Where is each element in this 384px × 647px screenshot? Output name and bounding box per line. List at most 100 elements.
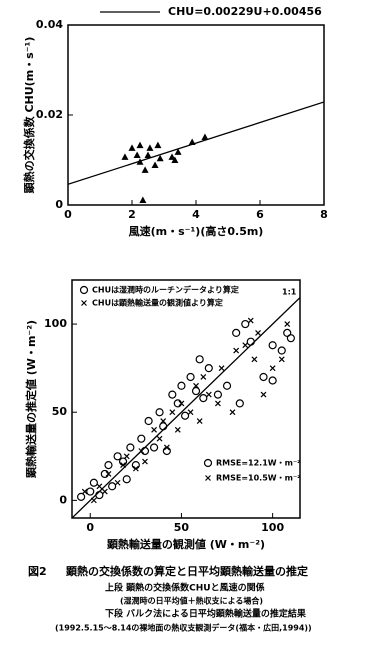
point	[174, 148, 182, 155]
point	[144, 151, 152, 159]
point	[229, 409, 236, 416]
y-axis-label: 顕熱の交換係数 CHU(m・s⁻¹)	[22, 37, 36, 194]
point	[260, 391, 267, 398]
point	[173, 399, 182, 408]
point	[251, 356, 258, 363]
point	[201, 133, 209, 141]
y-tick-label: 0	[59, 493, 67, 506]
caption-line: 上段 顕熱の交換係数CHUと風速の関係	[105, 582, 265, 594]
legend-marker	[79, 285, 89, 295]
figure-number: 図2	[28, 564, 47, 578]
point	[268, 341, 277, 350]
point	[186, 372, 195, 382]
point	[151, 426, 158, 433]
y-tick-label: 0.02	[36, 108, 63, 121]
legend-label: CHUは湿潤時のルーチンデータより算定	[92, 285, 239, 295]
point	[171, 156, 179, 163]
point	[123, 453, 130, 460]
annotation: RMSE=12.1W・m⁻²	[216, 459, 301, 468]
point	[255, 329, 261, 336]
point	[122, 475, 131, 484]
point	[126, 443, 135, 452]
point	[86, 487, 95, 496]
point	[246, 337, 255, 346]
point	[178, 400, 185, 407]
caption-line: 下段 バルク法による日平均顕熱輸送量の推定結果	[105, 608, 307, 620]
point	[114, 479, 121, 486]
y-tick-label: 0.04	[36, 18, 63, 31]
plot-frame	[67, 24, 325, 206]
x-tick-label: 8	[320, 208, 328, 221]
point	[277, 346, 286, 355]
point	[155, 408, 164, 417]
x-tick-label: 100	[261, 521, 284, 534]
point	[193, 382, 199, 389]
x-tick-label: 2	[128, 208, 136, 221]
point	[218, 365, 225, 372]
line	[72, 297, 300, 518]
y-tick-label: 50	[52, 405, 68, 418]
point	[278, 356, 285, 363]
point	[199, 394, 208, 403]
point	[269, 365, 276, 372]
point	[159, 422, 168, 431]
line-label: 1:1	[282, 288, 297, 297]
point	[233, 347, 240, 354]
point	[151, 161, 159, 168]
point	[146, 144, 154, 151]
point	[168, 153, 176, 160]
point	[174, 426, 181, 433]
point	[105, 471, 112, 477]
point	[241, 319, 250, 329]
point	[121, 153, 129, 160]
point	[156, 154, 164, 162]
point	[163, 444, 170, 451]
legend-marker	[81, 300, 87, 306]
point	[162, 446, 171, 456]
y-tick-label: 100	[44, 317, 67, 330]
point	[180, 411, 190, 420]
point	[132, 465, 139, 472]
point	[104, 461, 113, 470]
point	[168, 390, 177, 399]
annotation-marker	[203, 458, 213, 468]
point	[154, 141, 162, 149]
point	[177, 381, 186, 390]
point	[196, 418, 203, 424]
point	[108, 482, 117, 491]
legend-label: CHU=0.00229U+0.00456	[168, 5, 322, 18]
point	[95, 490, 104, 500]
x-axis-label: 顕熱輸送量の観測値 (W・m⁻²)	[107, 537, 265, 551]
point	[222, 381, 232, 390]
point	[204, 364, 213, 373]
point	[268, 376, 277, 385]
x-tick-label: 6	[256, 208, 264, 221]
point	[144, 416, 153, 426]
point	[113, 452, 122, 461]
point	[101, 488, 108, 495]
point	[136, 141, 144, 149]
point	[131, 461, 140, 470]
legend-label: CHUは顕熱輸送量の観測値より算定	[92, 298, 223, 308]
x-tick-label: 4	[192, 208, 200, 221]
line	[68, 101, 324, 185]
point	[235, 399, 244, 408]
point	[247, 317, 254, 324]
point	[133, 151, 141, 159]
point	[286, 334, 295, 343]
caption-line: (湿潤時の日平均値＋熱収支による場合)	[120, 596, 263, 606]
x-tick-label: 50	[174, 521, 190, 534]
point	[139, 196, 147, 204]
point	[187, 409, 194, 416]
point	[141, 166, 149, 173]
point	[118, 457, 128, 466]
point	[142, 458, 148, 465]
annotation: RMSE=10.5W・m⁻²	[216, 474, 301, 483]
y-tick-label: 0	[55, 198, 63, 211]
y-axis-label: 顕熱輸送量の推定値 (W・m⁻²)	[24, 320, 38, 478]
point	[200, 374, 207, 380]
x-axis-label: 風速(m・s⁻¹)(高さ0.5m)	[129, 224, 264, 238]
annotation-marker	[205, 475, 211, 481]
point	[205, 391, 212, 398]
